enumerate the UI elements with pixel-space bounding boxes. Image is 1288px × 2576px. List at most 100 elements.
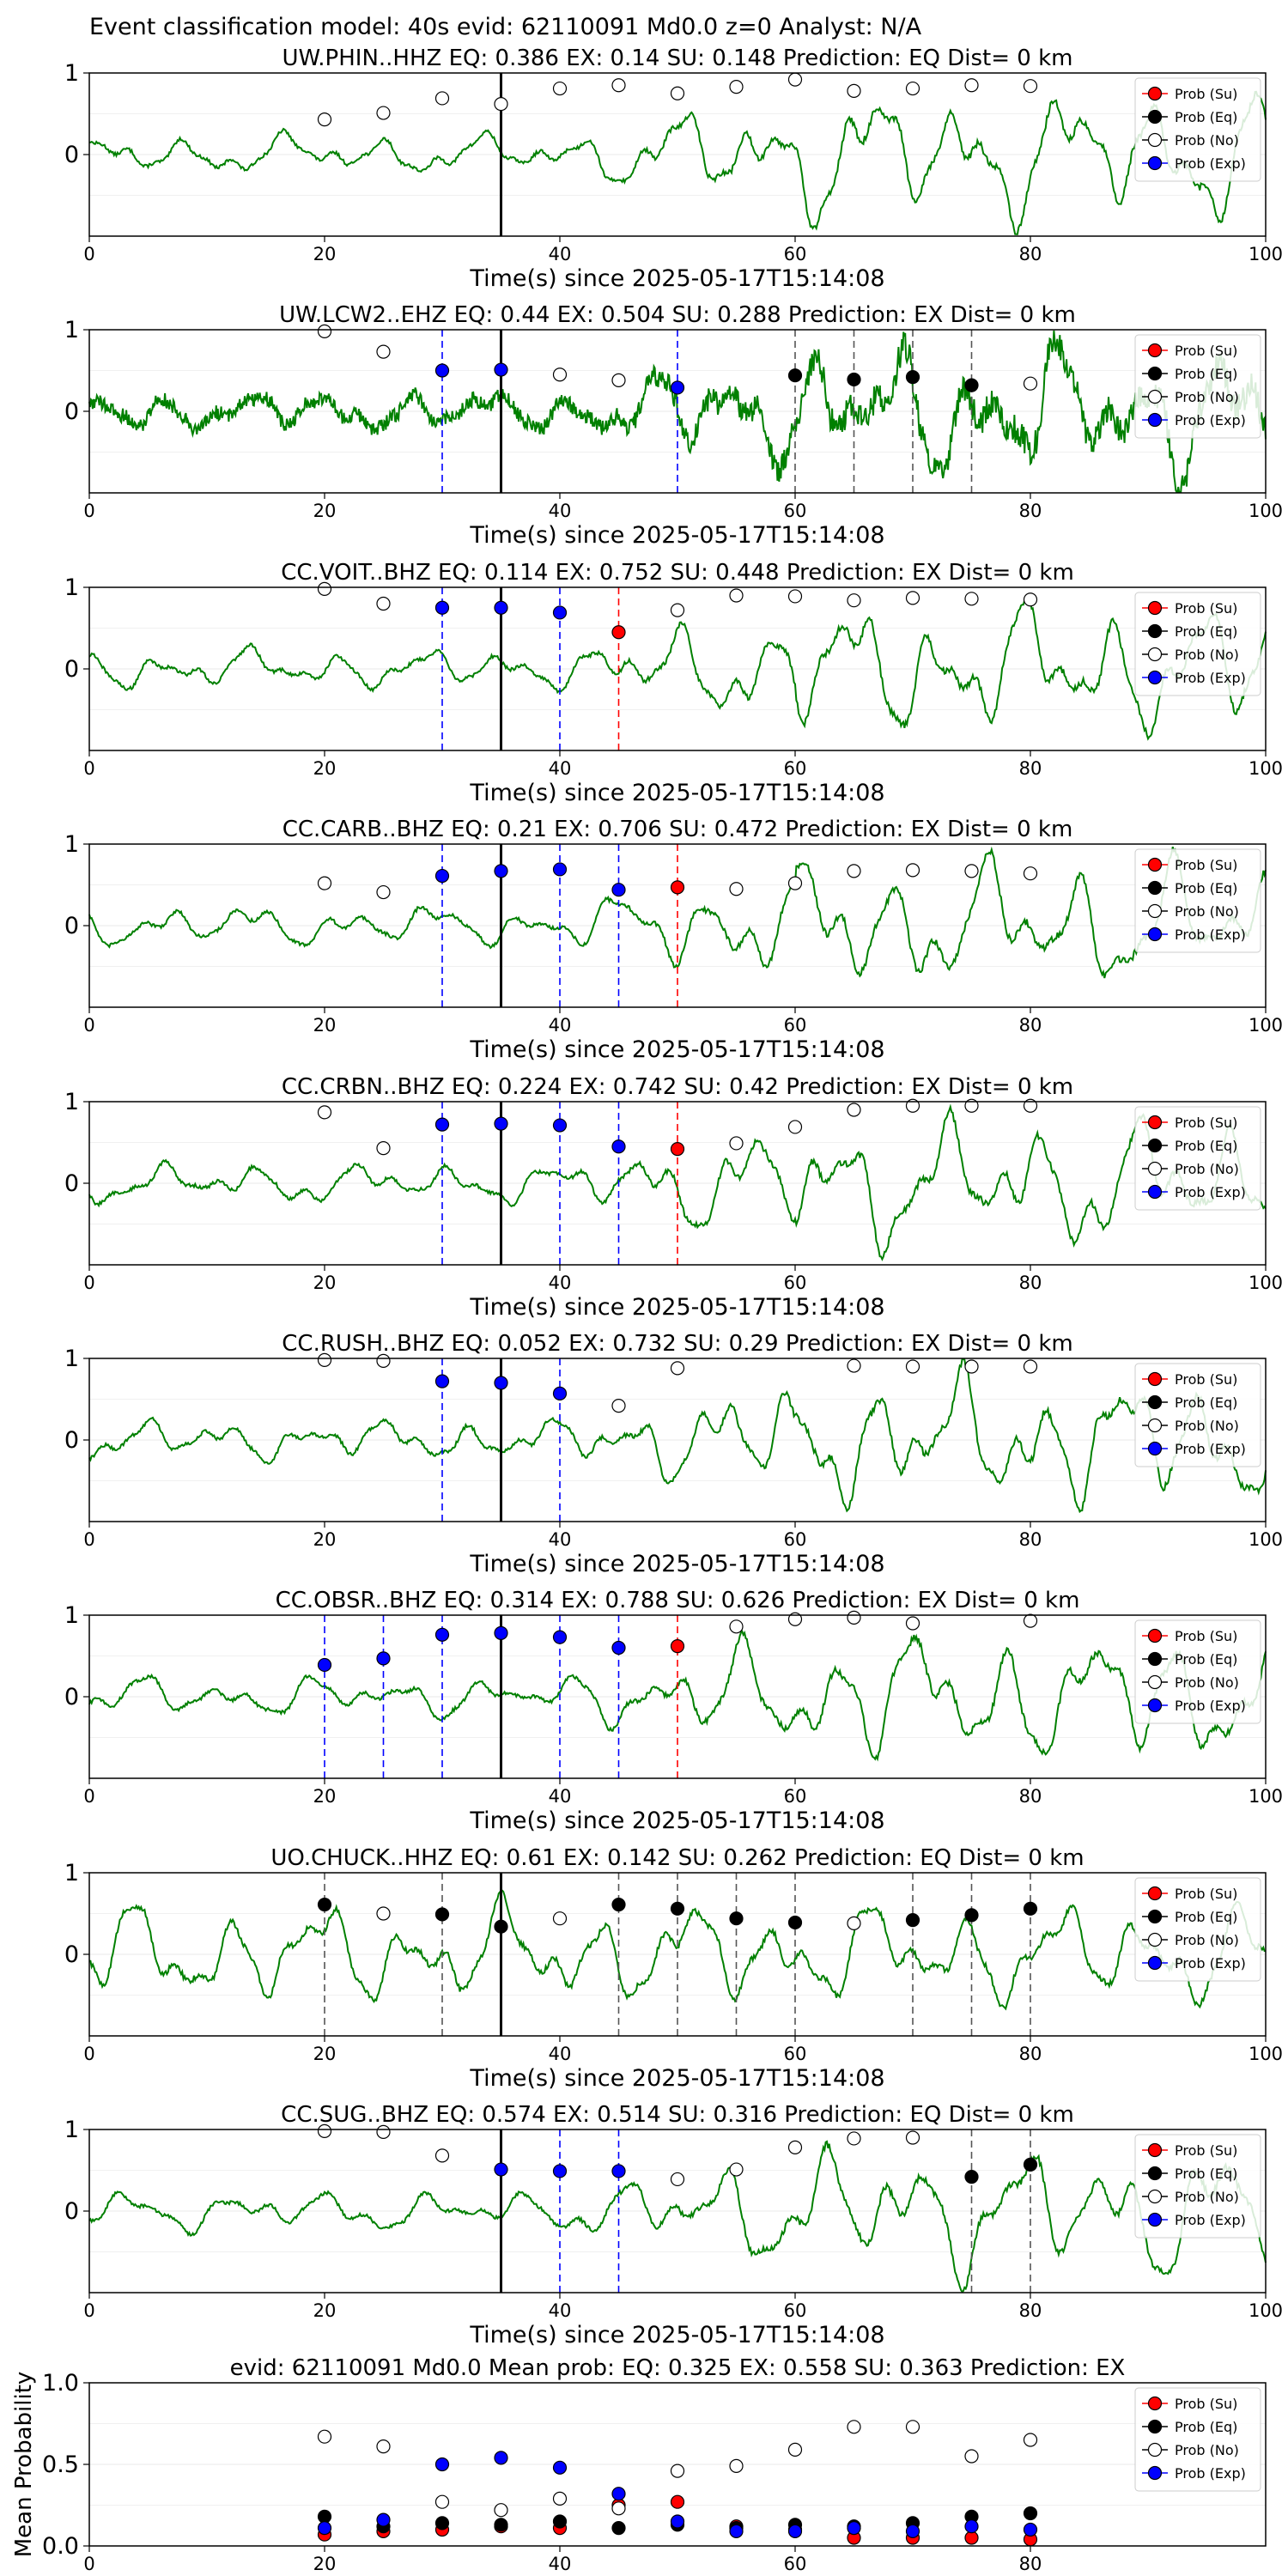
legend-marker-eq (1147, 1651, 1163, 1667)
x-tick-label: 60 (784, 501, 807, 521)
station-panel-1: UW.PHIN..HHZ EQ: 0.386 EX: 0.14 SU: 0.14… (64, 46, 1283, 292)
legend-marker-exp (1147, 2465, 1163, 2481)
x-axis: 0 20 40 60 80 (83, 2546, 1042, 2574)
legend-marker-su (1147, 600, 1163, 616)
legend-marker-no (1147, 132, 1163, 148)
legend-label: Prob (Exp) (1175, 155, 1246, 172)
prob-point-exp (611, 2164, 626, 2178)
legend: Prob (Su) Prob (Eq) Prob (No) Prob (Exp) (1134, 1877, 1261, 1982)
x-tick-label: 40 (549, 758, 572, 779)
y-tick-label: 1 (64, 1089, 79, 1115)
legend-marker-no (1147, 1674, 1163, 1690)
x-tick-label: 100 (1249, 2044, 1283, 2064)
legend-marker-eq (1147, 2419, 1163, 2434)
prob-point-no (1023, 376, 1038, 391)
prob-point-no (317, 2123, 332, 2138)
x-axis: 0 20 40 60 80 100 (83, 1778, 1283, 1807)
prob-point-no (552, 1911, 568, 1926)
legend-marker-eq (1147, 2166, 1163, 2181)
legend: Prob (Su) Prob (Eq) Prob (No) Prob (Exp) (1134, 1619, 1261, 1724)
prob-point-eq (1023, 2157, 1038, 2172)
legend-label: Prob (Su) (1175, 857, 1237, 873)
prob-point-exp (611, 1139, 626, 1154)
prob-point-no (905, 1098, 920, 1113)
panel-title: UO.CHUCK..HHZ EQ: 0.61 EX: 0.142 SU: 0.2… (270, 1845, 1084, 1871)
y-axis: 01 (64, 1860, 89, 1968)
prob-point-no (1023, 1613, 1038, 1628)
legend-label: Prob (No) (1175, 1932, 1239, 1948)
y-tick-label: 0 (64, 1170, 79, 1197)
legend-label: Prob (No) (1175, 389, 1239, 405)
x-tick-label: 20 (313, 1529, 337, 1550)
legend-box (1134, 334, 1261, 439)
legend-marker-su (1147, 1628, 1163, 1643)
legend-marker-eq (1147, 366, 1163, 381)
prob-point-eq (964, 2170, 979, 2184)
prob-point-exp (434, 1627, 450, 1642)
x-tick-label: 20 (313, 1015, 337, 1036)
x-tick-label: 40 (549, 2044, 572, 2064)
mean-point-no (317, 2429, 332, 2444)
prob-point-su (670, 1141, 685, 1157)
mean-point-no (670, 2464, 685, 2478)
x-tick-label: 100 (1249, 1786, 1283, 1807)
legend-marker-su (1147, 2142, 1163, 2158)
x-axis-label: Time(s) since 2025-05-17T15:14:08 (469, 1551, 884, 1577)
mean-point-exp (1023, 2522, 1038, 2537)
legend-marker-su (1147, 857, 1163, 872)
x-tick-label: 0 (83, 2554, 94, 2574)
prob-point-eq (964, 378, 979, 392)
legend-label: Prob (Eq) (1175, 880, 1237, 896)
prob-point-eq (729, 1911, 744, 1926)
prob-point-no (434, 91, 450, 106)
panel-title: UW.PHIN..HHZ EQ: 0.386 EX: 0.14 SU: 0.14… (283, 46, 1073, 71)
panel-title: UW.LCW2..EHZ EQ: 0.44 EX: 0.504 SU: 0.28… (279, 302, 1076, 328)
legend-marker-eq (1147, 1394, 1163, 1410)
x-tick-label: 20 (313, 2300, 337, 2321)
mean-point-exp (494, 2451, 508, 2465)
legend-label: Prob (No) (1175, 1418, 1239, 1434)
prob-point-exp (376, 1651, 391, 1666)
x-tick-label: 80 (1019, 244, 1042, 264)
y-axis-label: Mean Probability (11, 2372, 37, 2558)
prob-point-exp (494, 1625, 508, 1641)
x-tick-label: 20 (313, 1273, 337, 1293)
legend-label: Prob (Eq) (1175, 1138, 1237, 1154)
prob-point-exp (494, 864, 508, 878)
legend-label: Prob (Su) (1175, 1115, 1237, 1131)
legend-label: Prob (Su) (1175, 1886, 1237, 1902)
y-tick-label: 1 (64, 1860, 79, 1886)
prob-point-no (1023, 1359, 1038, 1374)
prob-point-no (317, 581, 332, 597)
waveform-trace (88, 1103, 1267, 1261)
y-axis: 01 (64, 2117, 89, 2225)
x-tick-label: 40 (549, 501, 572, 521)
x-tick-label: 80 (1019, 501, 1042, 521)
legend-marker-su (1147, 343, 1163, 358)
panel-title: CC.OBSR..BHZ EQ: 0.314 EX: 0.788 SU: 0.6… (276, 1588, 1080, 1613)
prob-point-su (670, 880, 685, 895)
x-tick-label: 0 (83, 244, 94, 264)
mean-point-no (611, 2501, 626, 2516)
prob-point-exp (494, 362, 508, 377)
y-tick-label: 0 (64, 1941, 79, 1968)
x-tick-label: 20 (313, 1786, 337, 1807)
x-tick-label: 60 (784, 2300, 807, 2321)
prob-point-no (847, 593, 861, 608)
legend-label: Prob (Eq) (1175, 1651, 1237, 1668)
prob-point-no (670, 2172, 685, 2187)
legend-marker-eq (1147, 880, 1163, 896)
legend: Prob (Su) Prob (Eq) Prob (No) Prob (Exp) (1134, 77, 1261, 182)
prob-point-no (729, 588, 744, 603)
prob-point-exp (552, 605, 568, 620)
legend-box (1134, 1363, 1261, 1467)
prob-point-no (376, 2124, 391, 2139)
y-tick-label: 0 (64, 2198, 79, 2225)
x-tick-label: 80 (1019, 1015, 1042, 1036)
station-panel-4: CC.CARB..BHZ EQ: 0.21 EX: 0.706 SU: 0.47… (64, 817, 1283, 1063)
legend-marker-no (1147, 2442, 1163, 2458)
legend-marker-exp (1147, 670, 1163, 685)
legend-box (1134, 2387, 1261, 2492)
legend: Prob (Su) Prob (Eq) Prob (No) Prob (Exp) (1134, 1106, 1261, 1211)
legend-label: Prob (No) (1175, 647, 1239, 663)
